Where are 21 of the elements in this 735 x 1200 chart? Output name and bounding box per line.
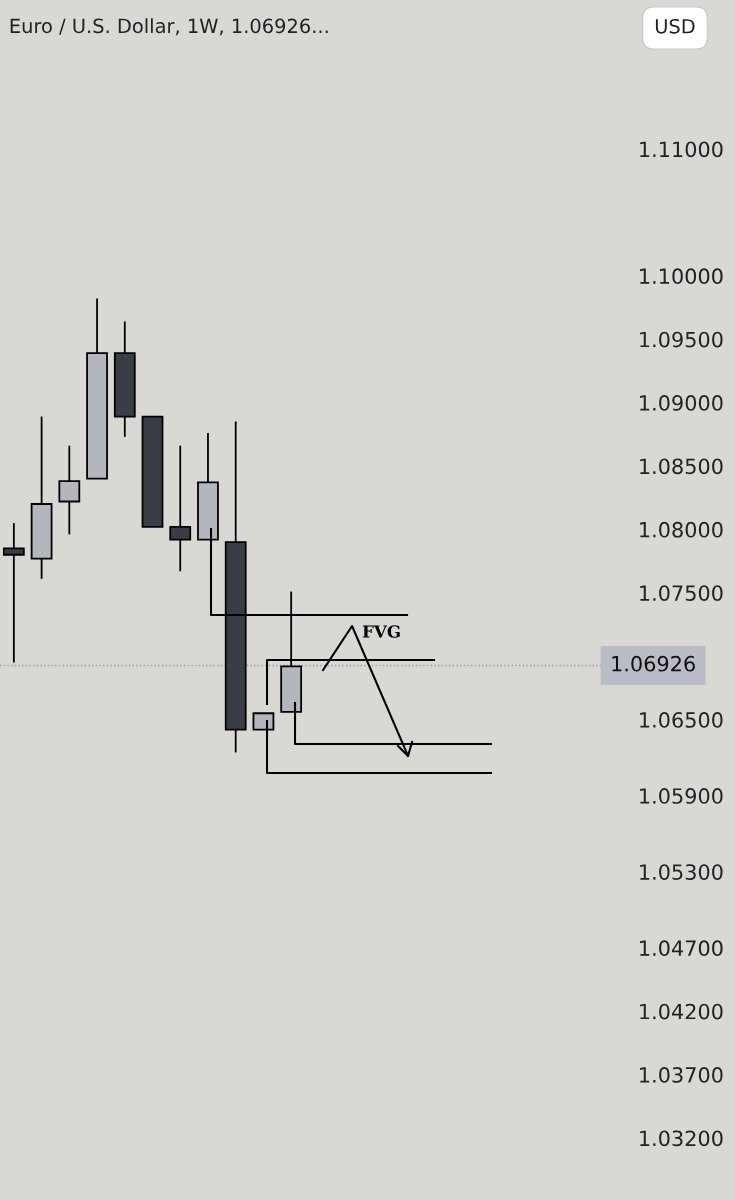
chart-title: Euro / U.S. Dollar, 1W, 1.06926... <box>10 18 328 36</box>
candlestick <box>58 444 81 536</box>
y-tick-label: 1.08000 <box>640 521 723 538</box>
y-tick-label: 1.05900 <box>640 788 723 804</box>
y-tick-label: 1.07500 <box>640 585 723 601</box>
candlestick <box>2 522 25 664</box>
y-tick-label: 1.11000 <box>640 141 723 158</box>
y-tick-label: 1.06500 <box>640 712 723 728</box>
y-tick-label: 1.08500 <box>640 458 723 475</box>
y-tick-label: 1.03700 <box>640 1067 723 1083</box>
annotation: FVG <box>362 625 400 638</box>
y-tick-label: 1.03200 <box>640 1130 723 1147</box>
y-tick-label: 1.09500 <box>640 331 723 348</box>
y-tick-label: 1.04200 <box>640 1003 723 1020</box>
y-tick-label: 1.09000 <box>640 395 723 411</box>
y-tick-label: 1.10000 <box>640 268 723 285</box>
candlestick <box>169 444 192 573</box>
y-tick-label: 1.05300 <box>640 864 723 880</box>
y-tick-label: 1.04700 <box>640 940 723 957</box>
text: USD <box>655 18 695 34</box>
ref-line-label: 1.06926 <box>612 655 695 672</box>
